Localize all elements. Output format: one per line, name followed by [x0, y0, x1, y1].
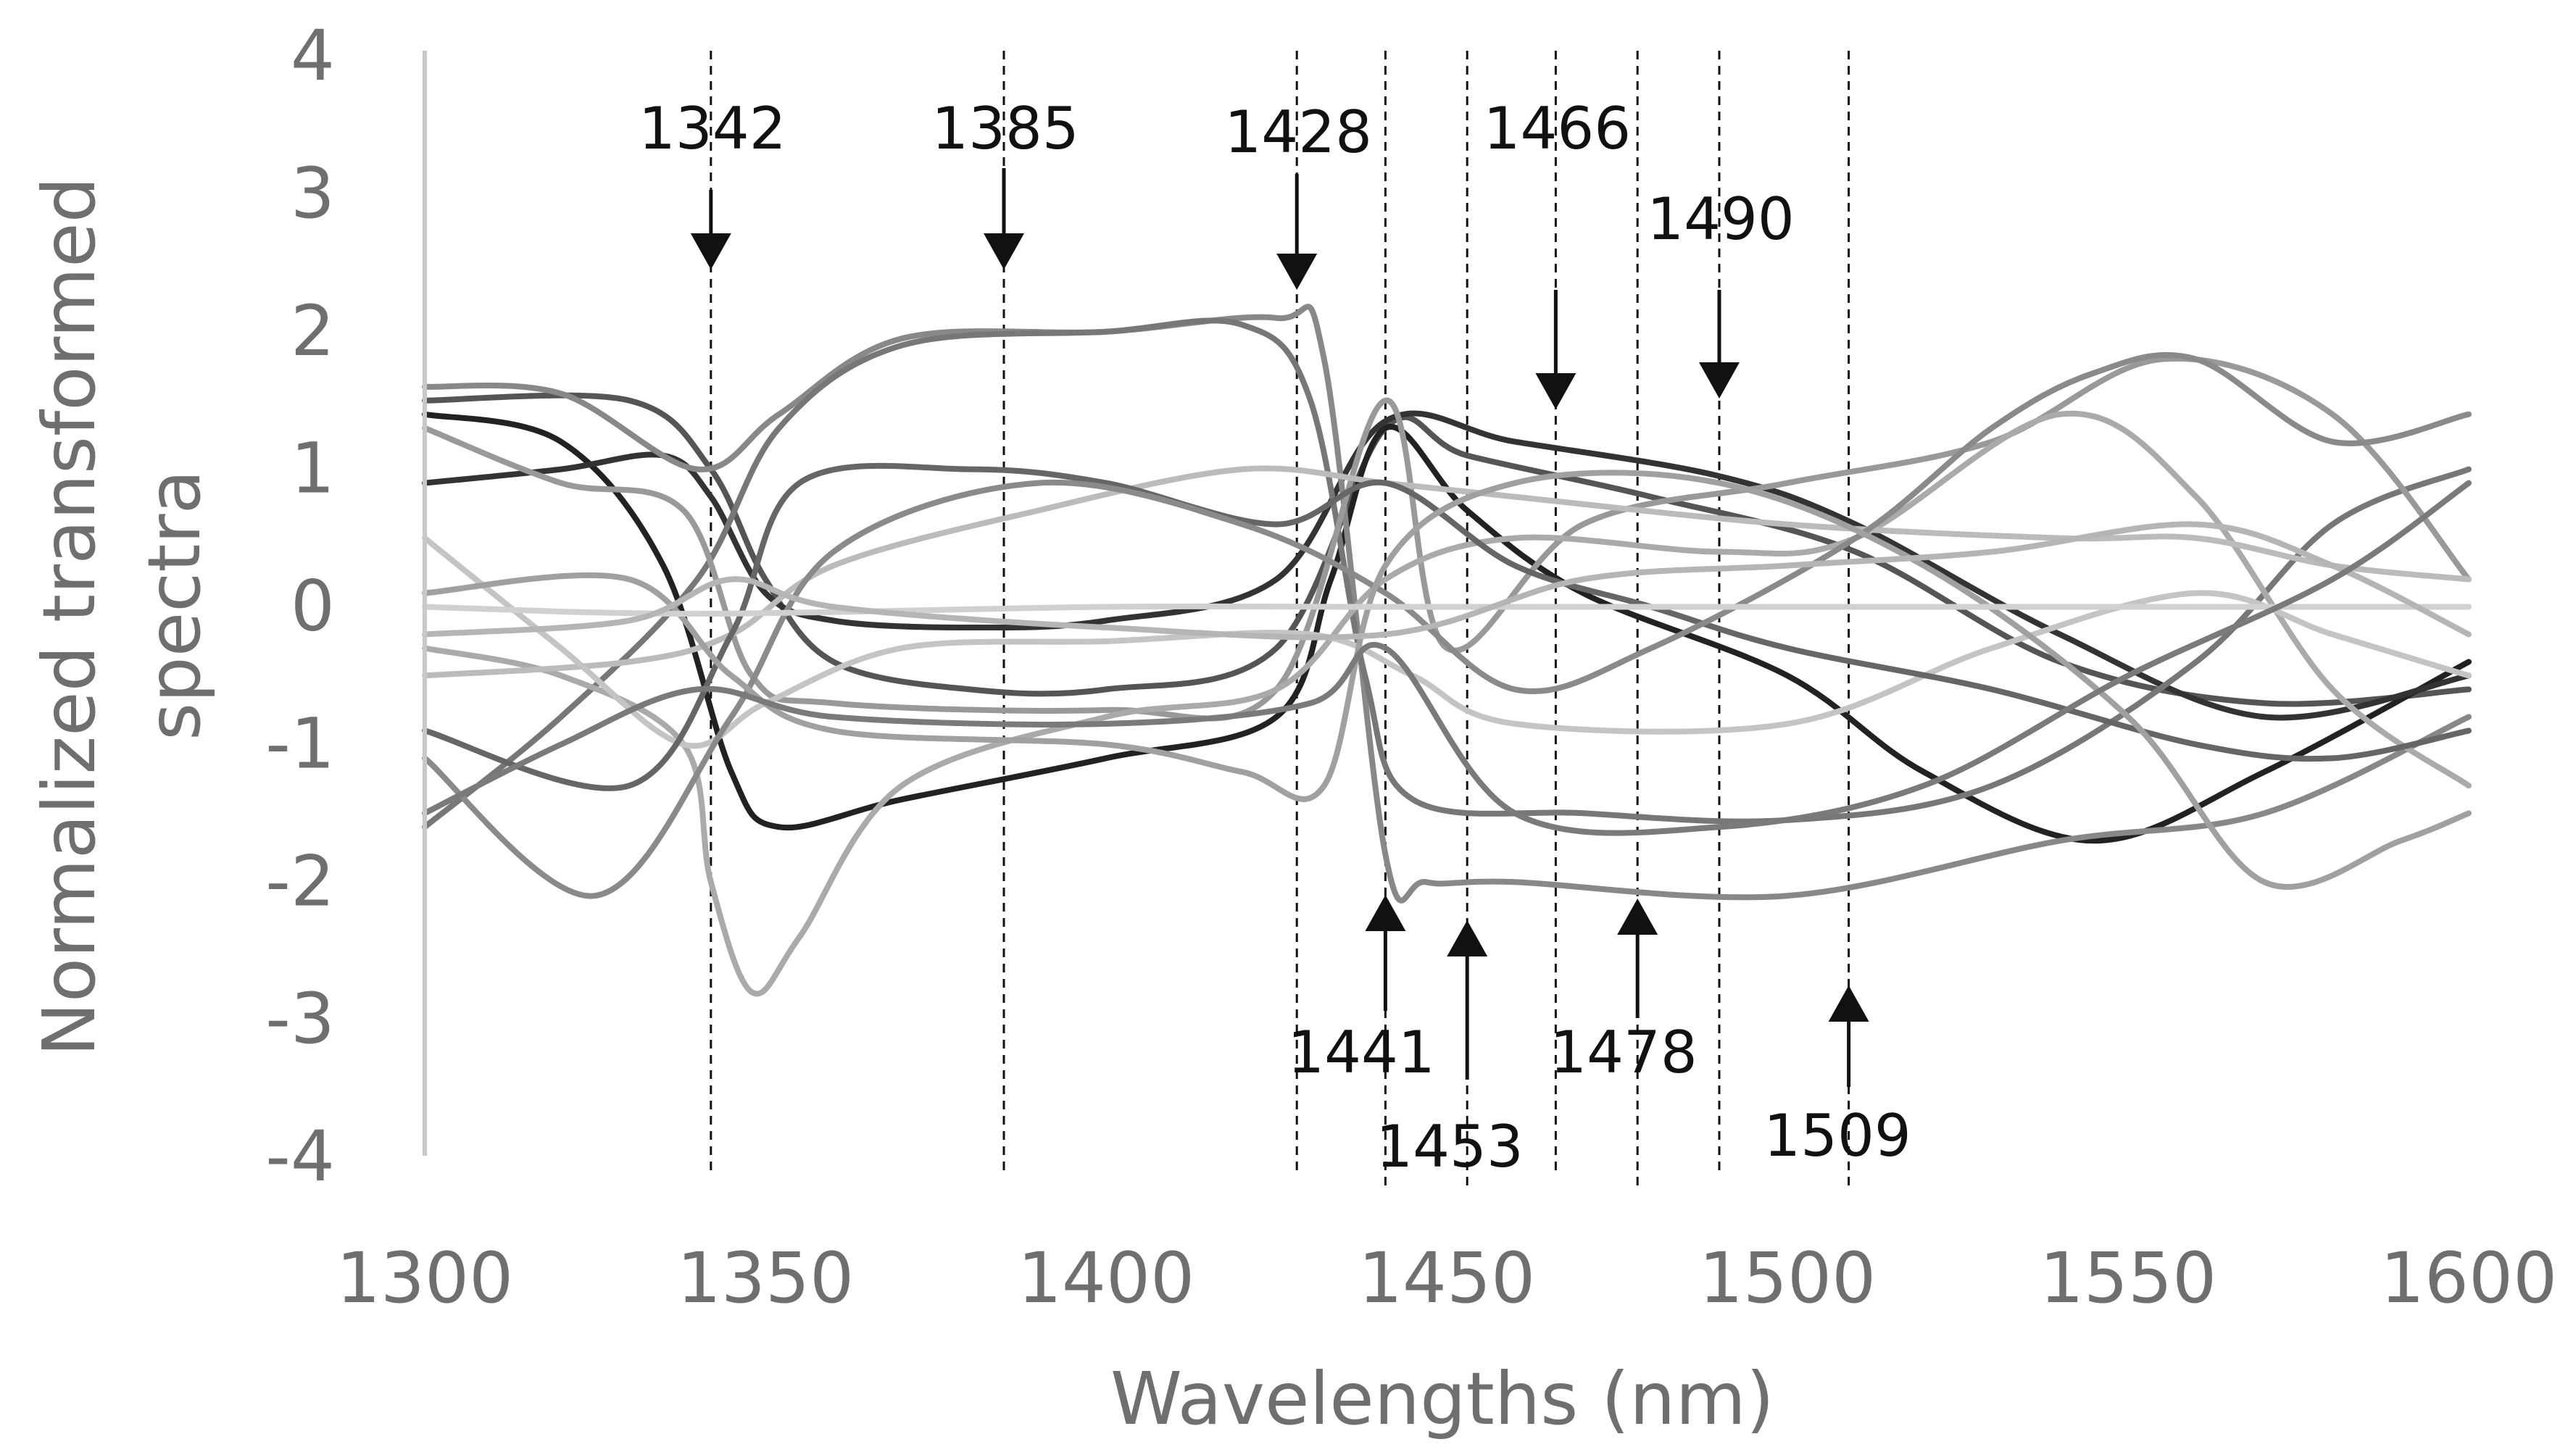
- peak-label-1342: 1342: [639, 95, 786, 162]
- series-layer: [422, 304, 2472, 997]
- peak-label-1478: 1478: [1550, 1019, 1698, 1086]
- x-axis-title: Wavelengths (nm): [1110, 1356, 1774, 1441]
- down-arrow-head-1385: [984, 233, 1024, 270]
- y-tick-label: -4: [265, 1116, 335, 1197]
- peak-label-1453: 1453: [1376, 1113, 1524, 1180]
- peak-label-1441: 1441: [1287, 1019, 1435, 1086]
- series-line: [422, 355, 2472, 722]
- x-tick-label: 1400: [1018, 1238, 1194, 1319]
- peak-label-1385: 1385: [931, 95, 1079, 162]
- y-tick-label: 4: [291, 15, 335, 96]
- down-arrow-head-1428: [1276, 254, 1318, 290]
- x-tick-label: 1350: [677, 1238, 854, 1319]
- y-tick-label: -3: [265, 978, 335, 1059]
- series-line: [422, 410, 2472, 997]
- up-arrow-head-1509: [1828, 985, 1869, 1022]
- series-line: [422, 480, 2472, 836]
- y-tick-label: -2: [265, 841, 335, 922]
- peak-label-1466: 1466: [1484, 95, 1632, 162]
- y-tick-label: 0: [291, 566, 335, 647]
- x-tick-label: 1450: [1358, 1238, 1535, 1319]
- series-line: [422, 351, 2472, 899]
- up-arrow-head-1478: [1617, 899, 1658, 935]
- series-line: [422, 603, 2472, 617]
- y-tick-label: 1: [291, 428, 335, 509]
- series-line: [422, 462, 2472, 791]
- y-axis-title-line-1: Normalized transformed: [27, 177, 112, 1056]
- y-tick-label: 2: [291, 291, 335, 372]
- down-arrow-head-1490: [1699, 362, 1740, 399]
- x-tick-label: 1550: [2040, 1238, 2216, 1319]
- y-tick-label: -1: [265, 703, 335, 784]
- y-axis-title-line-2: spectra: [132, 470, 217, 741]
- y-tick-label: 3: [291, 153, 335, 234]
- peak-label-1509: 1509: [1763, 1102, 1911, 1170]
- y-axis-title: Normalized transformed spectra: [27, 154, 217, 1056]
- down-arrow-head-1466: [1535, 373, 1576, 409]
- peak-label-1490: 1490: [1647, 185, 1795, 253]
- peak-label-1428: 1428: [1224, 99, 1372, 166]
- series-line: [422, 535, 2472, 749]
- x-tick-label: 1300: [336, 1238, 513, 1319]
- up-arrow-head-1453: [1447, 920, 1488, 956]
- x-tick-label: 1600: [2380, 1238, 2557, 1319]
- series-line: [422, 304, 2472, 904]
- up-arrow-head-1441: [1365, 895, 1406, 931]
- x-tick-label: 1500: [1699, 1238, 1876, 1319]
- down-arrow-head-1342: [690, 233, 731, 270]
- series-line: [422, 521, 2472, 641]
